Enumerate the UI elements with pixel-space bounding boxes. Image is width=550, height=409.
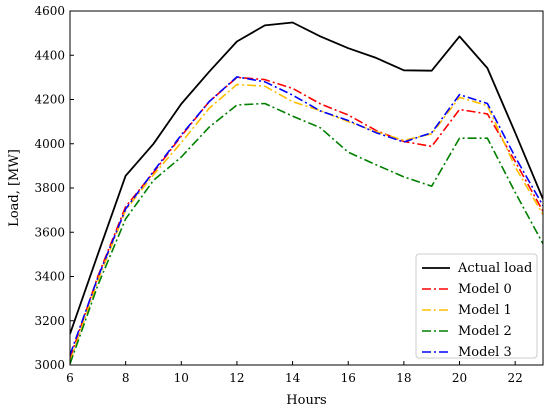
y-axis: 3000 3200 3400 3600 3800 4000 4200 4400 4600 xyxy=(34,4,74,372)
y-tick-label: 3000 xyxy=(34,358,65,372)
series-line-model-2 xyxy=(70,102,543,365)
y-tick-label: 3200 xyxy=(34,314,65,328)
series-line-actual-load xyxy=(70,21,543,335)
y-tick-label: 3600 xyxy=(34,225,65,239)
y-tick-label: 4000 xyxy=(34,137,65,151)
series-line-model-1 xyxy=(70,83,543,362)
y-tick-label: 3800 xyxy=(34,181,65,195)
x-axis: 6 8 10 12 14 16 18 20 22 xyxy=(66,361,523,385)
legend-label: Model 2 xyxy=(458,324,512,339)
x-tick-label: 16 xyxy=(341,371,356,385)
y-tick-label: 4600 xyxy=(34,4,65,18)
x-tick-label: 20 xyxy=(452,371,467,385)
legend-label: Model 0 xyxy=(458,282,512,297)
series-line-model-3 xyxy=(70,76,543,356)
plot-lines xyxy=(70,21,543,365)
x-tick-label: 22 xyxy=(508,371,523,385)
legend-box xyxy=(415,253,538,359)
y-axis-title: Load, [MW] xyxy=(7,149,22,227)
legend-label: Model 1 xyxy=(458,303,512,318)
x-tick-label: 14 xyxy=(285,371,301,385)
x-tick-label: 6 xyxy=(66,371,74,385)
legend: Actual load Model 0 Model 1 Model 2 Model 3 xyxy=(415,253,538,360)
x-tick-label: 10 xyxy=(174,371,189,385)
legend-label: Actual load xyxy=(457,261,532,276)
y-tick-label: 4400 xyxy=(34,48,65,62)
x-axis-title: Hours xyxy=(286,393,326,408)
x-tick-label: 12 xyxy=(229,371,244,385)
x-tick-label: 8 xyxy=(122,371,130,385)
legend-label: Model 3 xyxy=(458,345,512,360)
x-tick-label: 18 xyxy=(396,371,411,385)
y-tick-label: 4200 xyxy=(34,93,65,107)
y-tick-label: 3400 xyxy=(34,270,65,284)
